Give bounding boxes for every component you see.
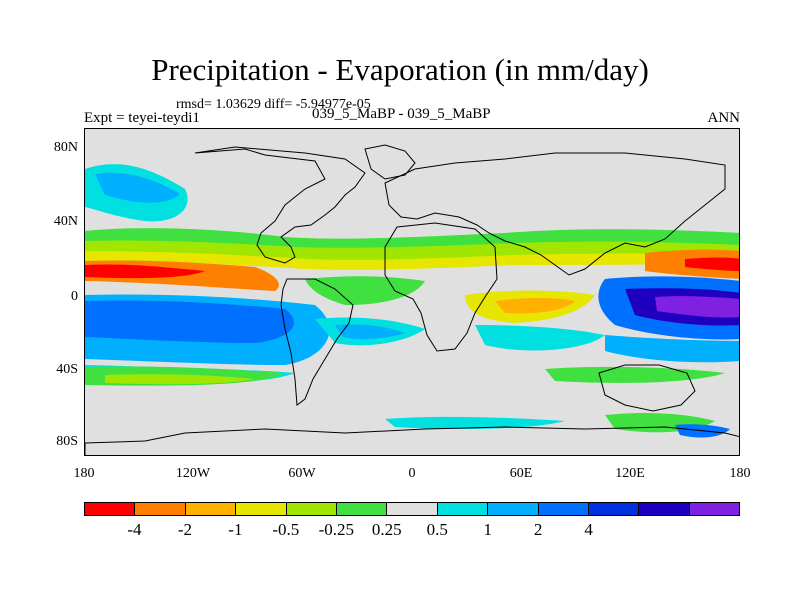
x-tick-label: 0 [408,466,416,481]
colorbar-swatch [437,503,489,515]
field-atlantic-green [305,276,425,305]
colorbar-swatch [588,503,640,515]
outline-south-america [280,278,354,406]
map-svg [85,129,739,455]
y-tick-label: 40S [56,362,78,377]
chart-title: Precipitation - Evaporation (in mm/day) [151,52,649,87]
colorbar-swatch [639,503,690,515]
colorbar-label: -4 [127,520,142,539]
outline-north-america [194,146,366,264]
x-tick-label: 60E [509,466,533,481]
colorbar-label: -0.5 [272,520,300,539]
field-sh-cyan-south [385,416,565,429]
stats-line: rmsd= 1.03629 diff= -5.94977e-05 [176,97,371,112]
x-tick-label: 180 [729,466,751,481]
case-label: 039_5_MaBP - 039_5_MaBP [312,106,491,122]
map-plot [84,128,740,456]
y-tick-label: 80S [56,434,78,449]
outline-australia [598,364,696,412]
colorbar-swatch [689,503,740,515]
colorbar-swatch [387,503,438,515]
colorbar-label: -2 [177,520,192,539]
field-eq-sky-east [605,335,739,363]
colorbar-swatch [135,503,186,515]
season-label: ANN [707,110,741,126]
field-eq-purple-east [655,296,739,318]
field-sh-lightgreen-band [105,374,255,385]
colorbar-label: 0.5 [426,520,448,539]
x-tick-label: 120W [175,466,211,481]
field-atlantic-sky [335,324,405,340]
colorbar-swatch [286,503,337,515]
x-tick-label: 120E [615,466,645,481]
continent-outlines [85,144,739,455]
colorbar-swatch [185,503,237,515]
outline-africa [384,222,498,352]
y-tick-label: 80N [53,140,78,155]
colorbar-label: 0.25 [371,520,402,539]
colorbar-swatch [336,503,388,515]
y-tick-label: 0 [71,289,78,304]
outline-eurasia [384,152,726,276]
colorbar-label: -1 [228,520,243,539]
field-indian-orange [495,298,575,314]
x-tick-label: 60W [288,466,316,481]
field-nh-yellow-band [85,251,739,270]
field-eq-blue [85,300,294,343]
colorbar-swatch [85,503,136,515]
outline-greenland [364,144,416,180]
experiment-label: Expt = teyei-teydi1 [84,110,200,126]
field-indian-cyan [475,325,605,351]
y-tick-label: 40N [53,214,78,229]
colorbar-swatch [236,503,287,515]
colorbar-label: 2 [533,520,543,539]
field-subtropic-red-right [685,257,739,271]
colorbar [84,502,740,516]
field-subtropic-red-left [85,264,205,279]
x-tick-label: 180 [73,466,95,481]
colorbar-swatch [538,503,589,515]
colorbar-label: 4 [584,520,593,539]
colorbar-swatch [488,503,539,515]
colorbar-label: -0.25 [318,520,354,539]
field-nh-sky-left [95,172,180,203]
colorbar-label: 1 [483,520,492,539]
outline-antarctica [85,426,739,455]
